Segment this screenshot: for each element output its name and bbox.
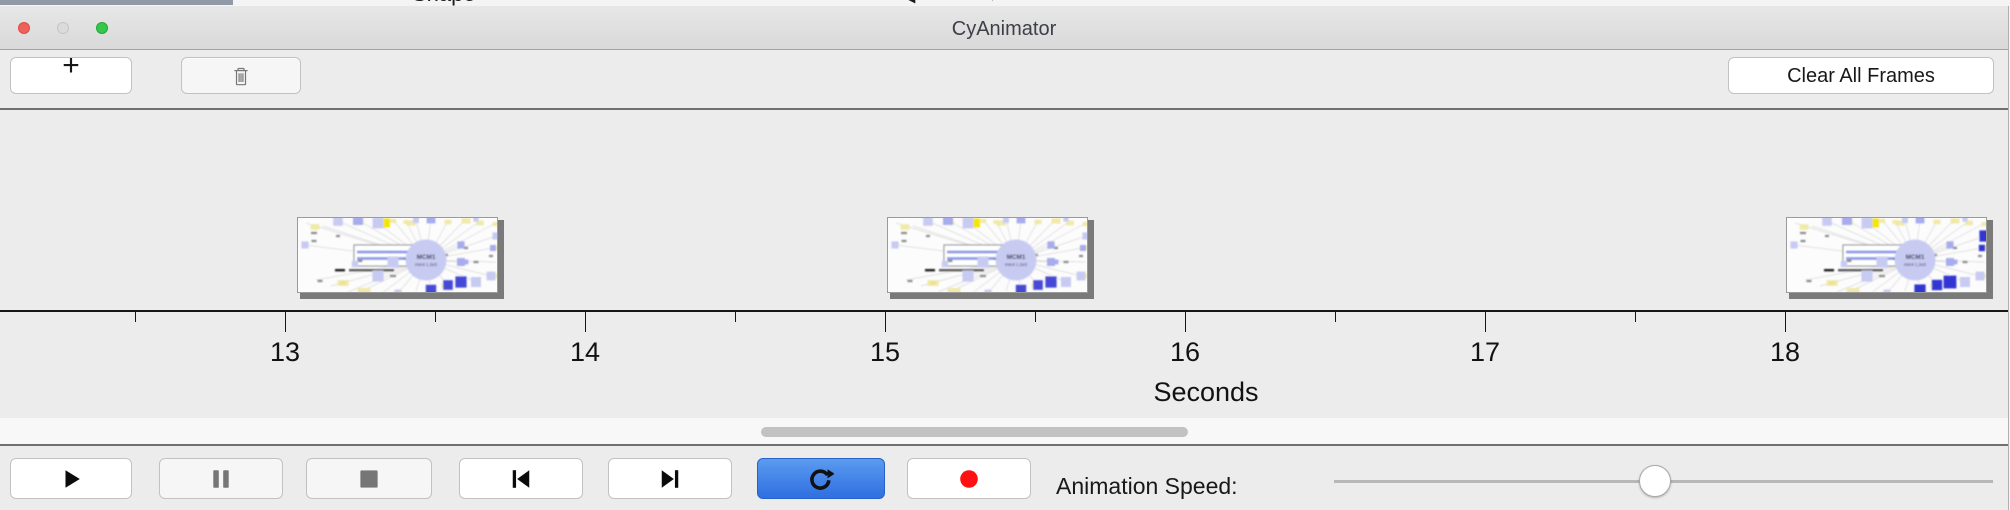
svg-text:MCM1: MCM1 (1007, 254, 1026, 261)
svg-text:mm4 1.2e3: mm4 1.2e3 (1005, 262, 1028, 267)
svg-text:mm4 1.2e3: mm4 1.2e3 (1904, 262, 1927, 267)
svg-text:MCM1: MCM1 (417, 254, 436, 261)
svg-text:mm4 1.2e3: mm4 1.2e3 (415, 262, 438, 267)
svg-text:MCM1: MCM1 (1906, 254, 1925, 261)
